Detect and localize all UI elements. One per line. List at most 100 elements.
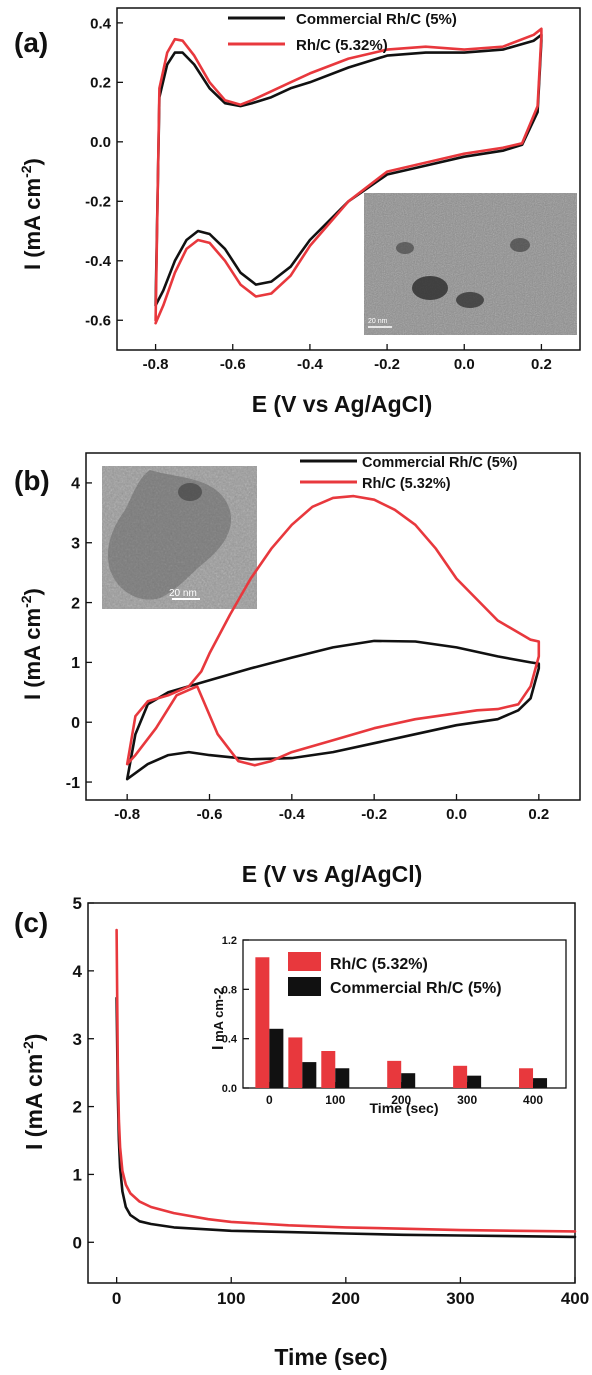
panel-b-y-tick-label: -1 (66, 775, 80, 792)
panel-a-inset-particle (396, 242, 414, 254)
panel-b-inset-particle-cluster (107, 470, 232, 600)
panel-a-y-tick-label: 0.4 (90, 15, 112, 32)
panel-c-inset-bar-series-1 (401, 1073, 416, 1088)
panel-c-inset-bar-series-0 (255, 957, 270, 1088)
panel-b-legend: Commercial Rh/C (5%) Rh/C (5.32%) (300, 455, 518, 492)
panel-c-inset: 0 100 200 300 400 1.2 0.8 0.4 0.0 Rh/C (5.32%) C… (210, 935, 567, 1116)
panel-a-frame (116, 7, 581, 351)
panel-a: (a) -0.8 -0.6 -0.4 -0.2 0.0 0.20.40.20.0-0.2-… (14, 7, 581, 417)
panel-c-inset-bar-series-0 (288, 1037, 303, 1088)
panel-a-inset-particle (510, 238, 530, 252)
panel-c-y-tick-label: 0 (73, 1233, 82, 1252)
panel-a-x-tick-label: -0.4 (297, 356, 324, 373)
panel-c-inset-legend-label-0: Rh/C (5.32%) (330, 956, 428, 973)
panel-b-ylabel: I (mA cm-2) (18, 588, 45, 700)
panel-a-curves (154, 27, 543, 325)
panel-a-ylabel: I (mA cm-2) (18, 158, 45, 270)
panel-c-inset-bar-series-1 (302, 1062, 317, 1088)
panel-a-y-tick-label: -0.2 (85, 194, 111, 211)
panel-b-legend-label-0: Commercial Rh/C (5%) (362, 455, 518, 471)
panel-c-inset-legend-swatch-0 (288, 952, 321, 971)
panel-b-label: (b) (14, 465, 50, 496)
panel-c-inset-legend-swatch-1 (288, 977, 321, 996)
panel-b-xlabel: E (V vs Ag/AgCl) (242, 861, 423, 887)
panel-a-x-tick-label: 0.2 (531, 356, 552, 373)
panel-a-x-tick-label: 0.0 (454, 356, 475, 373)
panel-b-y-tick-label: 4 (71, 476, 80, 493)
panel-a-ticks: -0.8 -0.6 -0.4 -0.2 0.0 0.2 0.4 0.2 0.0 -0.2 -0.4 -… (85, 15, 552, 373)
panel-c-inset-ticks: 0 100 200 300 400 1.2 0.8 0.4 0.0 (222, 935, 544, 1107)
panel-c-inset-bar-series-1 (335, 1068, 350, 1088)
panel-c-inset-xlabel: Time (sec) (370, 1100, 439, 1116)
panel-a-inset-texture (364, 193, 577, 335)
panel-c-ticks: 0 100 200 300 400 5 4 3 2 1 0 (73, 894, 590, 1308)
panel-b-inset-scale-label: 20 nm (169, 588, 197, 599)
panel-a-legend-label-0: Commercial Rh/C (5%) (296, 11, 457, 28)
panel-a-label: (a) (14, 27, 48, 58)
panel-a-inset-particle (456, 292, 484, 308)
panel-c-inset-bar-series-0 (387, 1060, 402, 1088)
panel-c: (c) 0 100 200 300 400 5 4 3 2 1 0 0 100 200 300 400 1.2… (14, 894, 589, 1370)
panel-c-x-tick-label: 100 (217, 1289, 245, 1308)
panel-c-curves (115, 928, 577, 1239)
panel-c-xlabel: Time (sec) (274, 1344, 387, 1370)
panel-c-inset-y-tick-label: 0.8 (222, 984, 237, 996)
panel-a-y-tick-label: -0.4 (85, 253, 112, 270)
panel-c-x-tick-label: 400 (561, 1289, 589, 1308)
panel-b-curves (125, 494, 541, 781)
panel-a-series-1-line (154, 27, 543, 325)
panel-c-series-0-line (115, 996, 577, 1239)
panel-b-inset: 20 nm (102, 466, 257, 609)
panel-b-x-tick-label: -0.2 (361, 806, 387, 823)
panel-b-x-tick-label: 0.2 (528, 806, 549, 823)
panel-c-y-tick-label: 4 (73, 962, 83, 981)
panel-a-x-tick-label: -0.2 (374, 356, 400, 373)
panel-c-label: (c) (14, 907, 48, 938)
panel-a-y-tick-label: 0.2 (90, 75, 111, 92)
panel-a-inset-scale-label: 20 nm (368, 318, 388, 325)
panel-c-inset-y-tick-label: 0.4 (222, 1034, 238, 1046)
panel-b-inset-particle (178, 483, 202, 501)
panel-b-y-tick-label: 3 (71, 536, 80, 553)
panel-b-x-tick-label: -0.4 (279, 806, 306, 823)
panel-b-legend-label-1: Rh/C (5.32%) (362, 476, 451, 492)
panel-b-x-tick-label: -0.6 (197, 806, 223, 823)
panel-c-y-tick-label: 2 (73, 1098, 82, 1117)
panel-c-inset-x-tick-label: 200 (391, 1093, 411, 1107)
panel-a-inset: 20 nm (364, 193, 577, 335)
panel-c-inset-legend-label-1: Commercial Rh/C (5%) (330, 980, 502, 997)
panel-c-inset-bars (255, 957, 548, 1088)
panel-c-inset-bar-series-0 (321, 1051, 336, 1088)
panel-c-inset-bar-series-1 (533, 1078, 548, 1088)
panel-a-legend: Commercial Rh/C (5%) Rh/C (5.32%) (228, 11, 457, 54)
panel-a-legend-label-1: Rh/C (5.32%) (296, 37, 388, 54)
panel-a-y-tick-label: 0.0 (90, 134, 111, 151)
panel-c-inset-bar-series-0 (453, 1065, 468, 1088)
panel-b-frame (85, 452, 581, 801)
panel-c-series-1-line (115, 928, 577, 1233)
panel-c-x-tick-label: 0 (112, 1289, 121, 1308)
panel-c-inset-y-tick-label: 1.2 (222, 935, 237, 947)
panel-a-x-tick-label: -0.6 (220, 356, 246, 373)
panel-c-inset-bar-series-0 (519, 1068, 534, 1088)
panel-b-series-1-line (125, 494, 541, 767)
panel-c-frame (87, 902, 576, 1284)
panel-c-ylabel: I (mA cm-2) (20, 1034, 47, 1150)
panel-c-x-tick-label: 300 (446, 1289, 474, 1308)
panel-c-inset-x-tick-label: 400 (523, 1093, 543, 1107)
panel-b-y-tick-label: 2 (71, 595, 80, 612)
panel-c-inset-x-tick-label: 100 (325, 1093, 345, 1107)
panel-b-ticks: -0.8 -0.6 -0.4 -0.2 0.0 0.2 4 3 2 1 0 -1 (66, 476, 549, 823)
panel-b-x-tick-label: -0.8 (114, 806, 140, 823)
panel-c-inset-legend: Rh/C (5.32%) Commercial Rh/C (5%) (288, 952, 502, 997)
panel-c-y-tick-label: 1 (73, 1166, 82, 1185)
panel-c-y-tick-label: 5 (73, 894, 82, 913)
panel-c-inset-bar-series-1 (467, 1075, 482, 1088)
panel-a-y-tick-label: -0.6 (85, 313, 111, 330)
panel-a-x-tick-label: -0.8 (143, 356, 169, 373)
panel-c-x-tick-label: 200 (332, 1289, 360, 1308)
panel-b-x-tick-label: 0.0 (446, 806, 467, 823)
panel-b-y-tick-label: 1 (71, 655, 80, 672)
